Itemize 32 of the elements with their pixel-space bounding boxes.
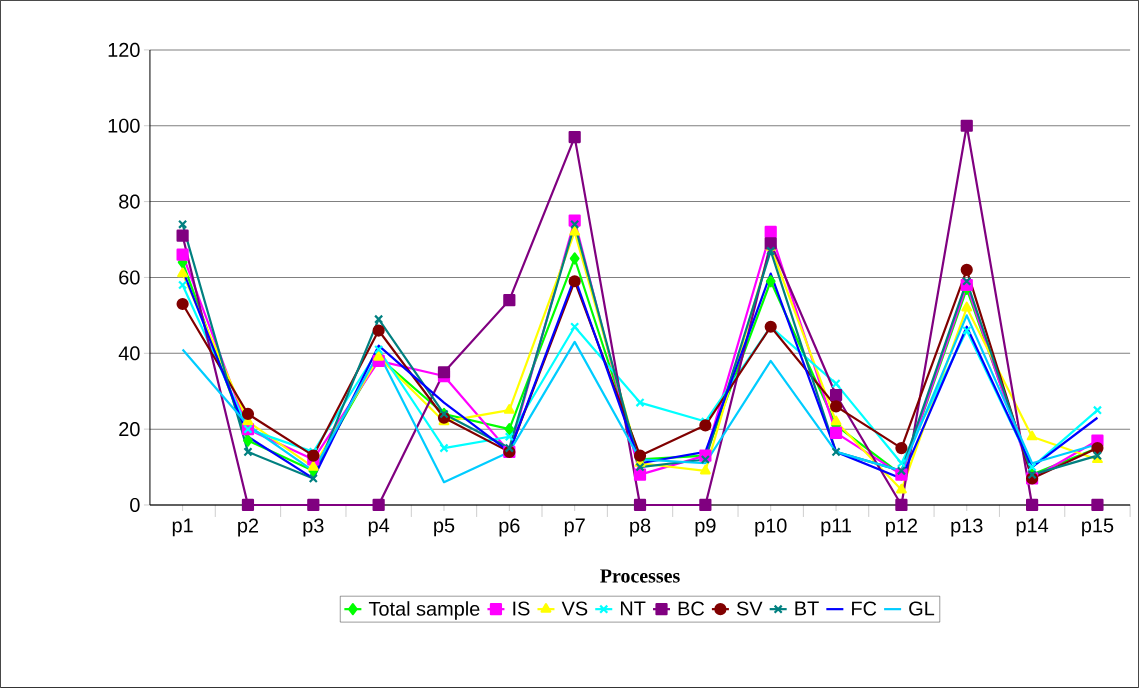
- legend-label: Total sample: [368, 601, 480, 620]
- legend-label: FC: [852, 601, 877, 616]
- y-tick-label: 80: [119, 194, 140, 209]
- x-tick-label: p15: [1082, 518, 1114, 537]
- x-tick-label: p3: [303, 518, 324, 537]
- y-tick-label: 100: [108, 118, 140, 133]
- y-tick-label: 60: [119, 270, 140, 285]
- x-tick-label: p14: [1016, 518, 1049, 537]
- legend-label: SV: [736, 601, 763, 616]
- x-tick-label: p8: [630, 518, 651, 537]
- y-tick-label: 0: [130, 497, 140, 513]
- x-tick-label: p13: [951, 518, 983, 537]
- y-tick-label: 20: [119, 422, 140, 437]
- y-tick-label: 40: [118, 346, 140, 361]
- x-tick-label: p2: [238, 518, 259, 537]
- y-tick-label: 120: [108, 42, 140, 57]
- legend-label: NT: [620, 601, 646, 616]
- x-tick-label: p12: [886, 518, 918, 537]
- x-tick-label: p5: [434, 518, 455, 537]
- x-tick-label: p7: [564, 518, 585, 537]
- legend-label: GL: [909, 601, 935, 616]
- legend-label: IS: [513, 601, 530, 616]
- x-tick-label: p11: [821, 518, 851, 537]
- legend-label: VS: [561, 601, 588, 616]
- x-tick-label: p9: [695, 518, 716, 537]
- x-tick-label: p4: [368, 518, 390, 537]
- x-tick-label: p1: [172, 518, 193, 537]
- x-tick-label: p10: [755, 518, 787, 537]
- x-tick-label: p6: [499, 518, 520, 537]
- legend-label: BT: [795, 601, 819, 616]
- x-axis-title: Processes: [600, 569, 680, 583]
- legend-label: BC: [678, 601, 705, 616]
